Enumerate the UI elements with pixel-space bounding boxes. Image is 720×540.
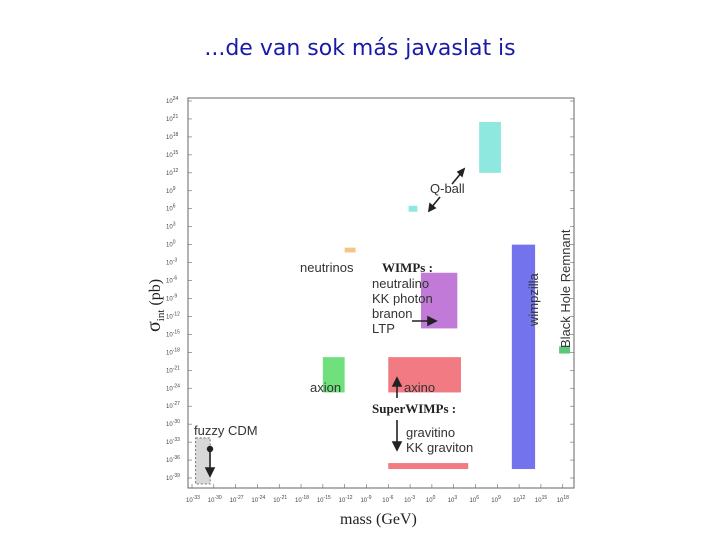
label-superwimp-0: gravitino [406,425,455,440]
y-tick-label: 1012 [166,168,178,177]
q-ball-region [479,121,501,173]
y-tick-label: 10-33 [166,437,180,446]
axion-region [322,357,345,393]
x-tick-label: 100 [426,495,436,504]
y-tick-label: 10-39 [166,473,180,482]
fuzzy-cdm-arrow-head [204,467,216,478]
y-tick-label: 10-12 [166,311,180,320]
y-axis-title: σint (pb) [143,279,167,332]
label-wimps-heading: WIMPs : [382,260,433,275]
fuzzy-cdm-dot [206,445,214,453]
y-tick-label: 10-3 [166,258,177,267]
y-tick-label: 109 [166,186,176,195]
slide-title: ...de van sok más javaslat is [204,36,516,61]
y-axis-unit: (pb) [147,279,164,310]
label-wimp-0: neutralino [372,276,429,291]
x-tick-label: 106 [470,495,480,504]
x-tick-label: 10-9 [360,495,371,504]
y-tick-label: 10-9 [166,293,177,302]
x-axis-title: mass (GeV) [340,511,417,528]
label-wimp-1: KK photon [372,291,433,306]
q-ball-arrow-up-head [456,167,466,178]
label-superwimps-heading: SuperWIMPs : [372,401,456,416]
y-tick-label: 10-15 [166,329,180,338]
q-ball-arrow-down-head [427,202,437,213]
x-tick-label: 1018 [557,495,569,504]
plot-area [187,97,575,489]
y-tick-label: 10-36 [166,455,180,464]
ticks: 10-33 10-30 10-27 10-24 10-21 10-18 10-15 10-12… [166,96,574,504]
x-tick-label: 103 [448,495,458,504]
x-tick-label: 10-24 [251,495,265,504]
wimp-arrow-head [427,315,438,327]
superwimp-region [388,463,469,470]
y-tick-label: 10-27 [166,401,180,410]
neutrinos-region [344,247,356,253]
regions [195,121,570,485]
label-axino: axino [404,380,435,395]
x-tick-label: 10-21 [273,495,287,504]
label-q-ball: Q-ball [430,181,465,196]
label-wimp-3: LTP [372,321,395,336]
x-tick-label: 10-18 [295,495,309,504]
x-tick-label: 10-12 [339,495,353,504]
x-tick-label: 10-27 [230,495,244,504]
x-tick-label: 1015 [535,495,547,504]
y-tick-label: 10-18 [166,347,180,356]
y-tick-label: 10-21 [166,365,180,374]
y-tick-label: 1015 [166,150,178,159]
label-superwimp-1: KK graviton [406,440,473,455]
label-fuzzy-cdm: fuzzy CDM [194,423,258,438]
label-wimpzilla: wimpzilla [526,273,541,328]
x-tick-label: 10-3 [404,495,415,504]
superwimp-arrow-head [391,441,403,452]
y-tick-label: 10-30 [166,419,180,428]
y-axis-sub: int [155,310,167,322]
x-tick-label: 10-6 [382,495,393,504]
x-tick-label: 109 [491,495,501,504]
y-tick-label: 1018 [166,132,178,141]
y-tick-label: 10-24 [166,383,180,392]
y-tick-label: 106 [166,204,176,213]
y-tick-label: 1024 [166,96,178,105]
x-tick-label: 1012 [513,495,525,504]
q-ball-small-region [408,205,418,212]
fuzzy-cdm-region [195,437,211,485]
label-black-hole-remnant: Black Hole Remnant [558,229,573,348]
label-neutrinos: neutrinos [300,260,354,275]
y-axis-sigma: σ [143,321,165,332]
x-tick-label: 10-15 [317,495,331,504]
label-axion: axion [310,380,341,395]
x-tick-label: 10-30 [208,495,222,504]
label-wimp-2: branon [372,306,412,321]
x-tick-label: 10-33 [186,495,200,504]
y-tick-label: 100 [166,240,176,249]
y-tick-label: 10-6 [166,276,177,285]
wimpzilla-region [511,244,536,470]
axino-arrow-head [391,376,403,387]
y-tick-label: 1021 [166,114,178,123]
black-hole-remnant-region [559,346,570,354]
y-tick-label: 103 [166,222,176,231]
wimp-region [420,272,458,329]
